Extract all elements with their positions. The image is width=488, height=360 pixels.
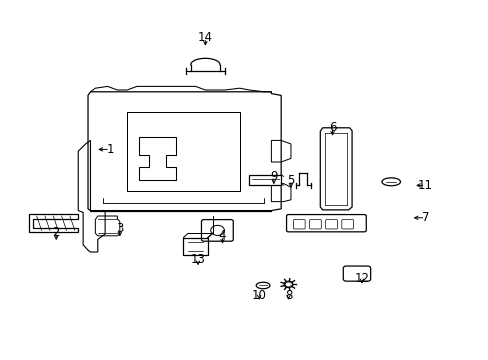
Circle shape — [210, 225, 224, 235]
FancyBboxPatch shape — [343, 266, 370, 281]
Text: 11: 11 — [417, 179, 432, 192]
Text: 2: 2 — [52, 226, 60, 239]
Text: 14: 14 — [198, 31, 212, 44]
Text: 1: 1 — [106, 143, 114, 156]
Text: 13: 13 — [190, 253, 205, 266]
Ellipse shape — [256, 282, 269, 289]
Text: 8: 8 — [284, 289, 292, 302]
Bar — [249, 175, 281, 185]
Text: 12: 12 — [354, 273, 368, 285]
Text: 6: 6 — [328, 121, 336, 134]
Text: 10: 10 — [251, 289, 266, 302]
FancyBboxPatch shape — [286, 215, 366, 232]
Text: 9: 9 — [269, 170, 277, 183]
Circle shape — [284, 281, 292, 288]
Text: 5: 5 — [286, 174, 294, 186]
Text: 3: 3 — [116, 222, 123, 235]
Text: 4: 4 — [218, 229, 226, 242]
Ellipse shape — [381, 178, 400, 186]
FancyBboxPatch shape — [201, 220, 233, 241]
Text: 7: 7 — [421, 211, 428, 224]
